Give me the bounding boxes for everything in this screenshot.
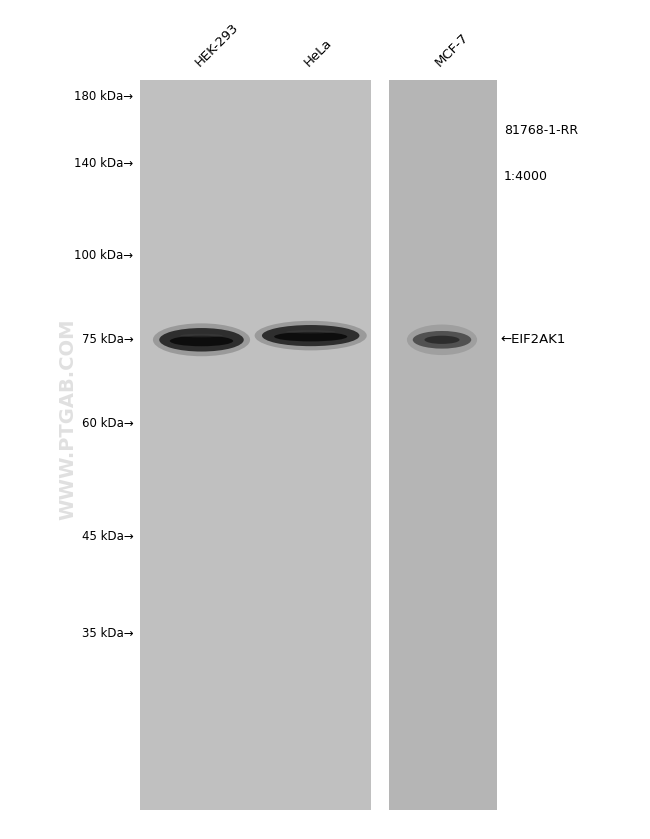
Text: 1:4000: 1:4000 [504, 169, 548, 183]
Ellipse shape [407, 325, 477, 355]
Text: ←EIF2AK1: ←EIF2AK1 [500, 333, 566, 347]
Text: 140 kDa→: 140 kDa→ [74, 157, 133, 170]
Ellipse shape [159, 328, 244, 352]
Ellipse shape [286, 331, 335, 333]
Text: 81768-1-RR: 81768-1-RR [504, 123, 578, 137]
Text: 75 kDa→: 75 kDa→ [81, 333, 133, 347]
Bar [140, 80, 370, 810]
Text: 45 kDa→: 45 kDa→ [81, 530, 133, 544]
Text: HEK-293: HEK-293 [192, 20, 240, 69]
Bar [389, 80, 497, 810]
Text: 180 kDa→: 180 kDa→ [74, 90, 133, 103]
Text: WWW.PTGAB.COM: WWW.PTGAB.COM [58, 319, 78, 520]
Ellipse shape [181, 334, 222, 337]
Text: HeLa: HeLa [302, 36, 334, 69]
Ellipse shape [255, 320, 367, 351]
Ellipse shape [153, 323, 250, 357]
Text: MCF-7: MCF-7 [433, 30, 471, 69]
Ellipse shape [262, 325, 359, 347]
Ellipse shape [424, 336, 460, 344]
Text: 35 kDa→: 35 kDa→ [82, 627, 133, 640]
Text: 60 kDa→: 60 kDa→ [81, 417, 133, 430]
Ellipse shape [274, 332, 347, 341]
Ellipse shape [413, 331, 471, 349]
Ellipse shape [170, 336, 233, 347]
Text: 100 kDa→: 100 kDa→ [74, 249, 133, 263]
